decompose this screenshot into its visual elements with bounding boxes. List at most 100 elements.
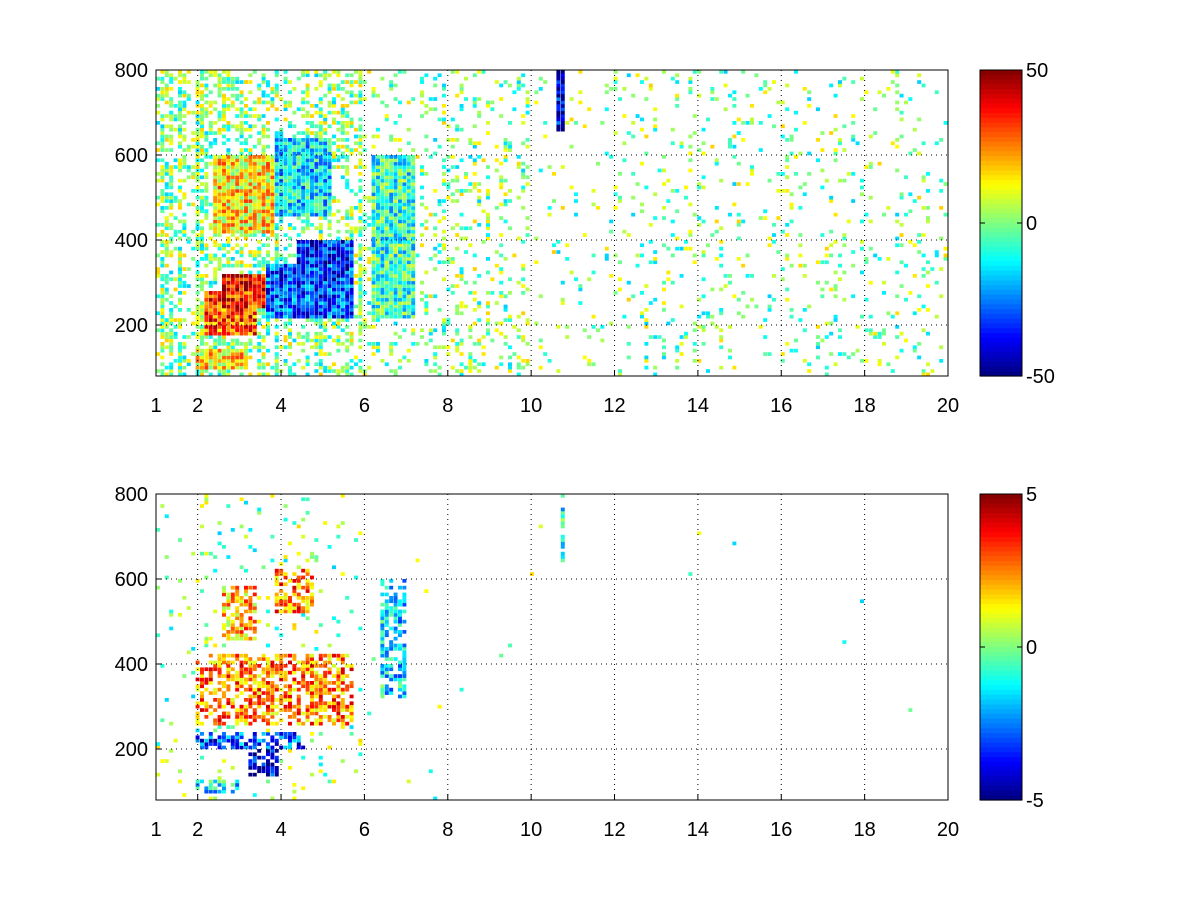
heatmap-cell — [358, 280, 363, 285]
heatmap-cell — [226, 372, 231, 377]
heatmap-cell — [239, 134, 244, 139]
heatmap-cell — [890, 141, 895, 146]
heatmap-cell — [283, 104, 288, 108]
heatmap-cell — [622, 87, 627, 91]
heatmap-cell — [305, 93, 310, 98]
heatmap-cell — [393, 233, 398, 237]
heatmap-cell — [402, 314, 407, 319]
heatmap-cell — [164, 698, 169, 702]
heatmap-cell — [288, 321, 292, 326]
heatmap-cell — [798, 151, 803, 156]
heatmap-cell — [200, 284, 204, 288]
heatmap-cell — [222, 175, 226, 180]
heatmap-cell — [217, 226, 222, 231]
heatmap-cell — [266, 294, 270, 299]
heatmap-cell — [340, 365, 345, 370]
heatmap-cell — [327, 151, 332, 156]
heatmap-cell — [244, 359, 248, 363]
heatmap-cell — [156, 253, 160, 258]
heatmap-cell — [217, 206, 222, 210]
heatmap-cell — [340, 114, 345, 118]
heatmap-cell — [939, 345, 944, 350]
heatmap-cell — [288, 209, 292, 214]
heatmap-cell — [266, 175, 270, 180]
heatmap-cell — [239, 308, 244, 312]
heatmap-cell — [631, 172, 636, 176]
heatmap-cell — [182, 674, 187, 678]
heatmap-cell — [292, 144, 297, 149]
heatmap-cell — [340, 104, 345, 108]
heatmap-cell — [384, 178, 389, 183]
heatmap-cell — [323, 297, 328, 302]
heatmap-cell — [252, 609, 257, 614]
heatmap-cell — [235, 189, 240, 193]
heatmap-cell — [213, 294, 218, 299]
heatmap-cell — [178, 104, 182, 108]
heatmap-cell — [728, 355, 732, 360]
heatmap-cell — [178, 579, 182, 583]
heatmap-cell — [208, 674, 213, 678]
heatmap-cell — [191, 138, 196, 142]
heatmap-cell — [402, 270, 407, 275]
heatmap-cell — [701, 325, 706, 329]
heatmap-cell — [200, 348, 204, 353]
heatmap-cell — [195, 321, 200, 326]
heatmap-cell — [336, 260, 341, 265]
heatmap-cell — [340, 87, 345, 91]
heatmap-cell — [283, 301, 288, 305]
heatmap-cell — [160, 243, 165, 248]
heatmap-cell — [217, 172, 222, 176]
heatmap-cell — [288, 90, 292, 95]
heatmap-cell — [411, 178, 416, 183]
heatmap-cell — [688, 233, 693, 237]
heatmap-cell — [226, 236, 231, 241]
heatmap-cell — [349, 189, 354, 193]
heatmap-cell — [710, 97, 715, 101]
heatmap-cell — [371, 314, 376, 319]
heatmap-cell — [640, 80, 644, 84]
heatmap-cell — [318, 311, 323, 316]
heatmap-cell — [508, 365, 512, 370]
heatmap-cell — [358, 277, 363, 282]
heatmap-cell — [820, 233, 825, 237]
heatmap-cell — [653, 124, 658, 129]
heatmap-cell — [406, 260, 411, 265]
heatmap-cell — [719, 263, 724, 268]
heatmap-cell — [820, 168, 825, 173]
heatmap-cell — [274, 369, 279, 373]
heatmap-cell — [186, 308, 191, 312]
heatmap-cell — [376, 134, 380, 139]
heatmap-cell — [222, 192, 226, 197]
heatmap-cell — [481, 70, 486, 74]
heatmap-cell — [257, 280, 262, 285]
heatmap-cell — [239, 708, 244, 712]
heatmap-cell — [318, 314, 323, 319]
heatmap-cell — [226, 195, 231, 200]
heatmap-cell — [208, 667, 213, 672]
heatmap-cell — [780, 124, 785, 129]
heatmap-cell — [349, 308, 354, 312]
heatmap-cell — [420, 202, 424, 207]
heatmap-cell — [195, 226, 200, 231]
heatmap-cell — [411, 260, 416, 265]
heatmap-cell — [402, 165, 407, 169]
heatmap-cell — [332, 284, 336, 288]
heatmap-cell — [389, 182, 394, 186]
heatmap-cell — [169, 236, 174, 241]
heatmap-cell — [538, 76, 543, 81]
heatmap-cell — [728, 212, 732, 217]
heatmap-cell — [283, 172, 288, 176]
heatmap-cell — [310, 294, 314, 299]
heatmap-cell — [204, 253, 209, 258]
heatmap-cell — [270, 277, 275, 282]
heatmap-cell — [261, 114, 266, 118]
heatmap-cell — [723, 83, 728, 88]
colorbar-segment — [980, 366, 1022, 372]
heatmap-cell — [371, 175, 376, 180]
colorbar-segment — [980, 309, 1022, 315]
heatmap-cell — [208, 260, 213, 265]
heatmap-cell — [332, 267, 336, 271]
heatmap-cell — [301, 97, 306, 101]
heatmap-cell — [829, 199, 834, 203]
heatmap-cell — [261, 657, 266, 661]
